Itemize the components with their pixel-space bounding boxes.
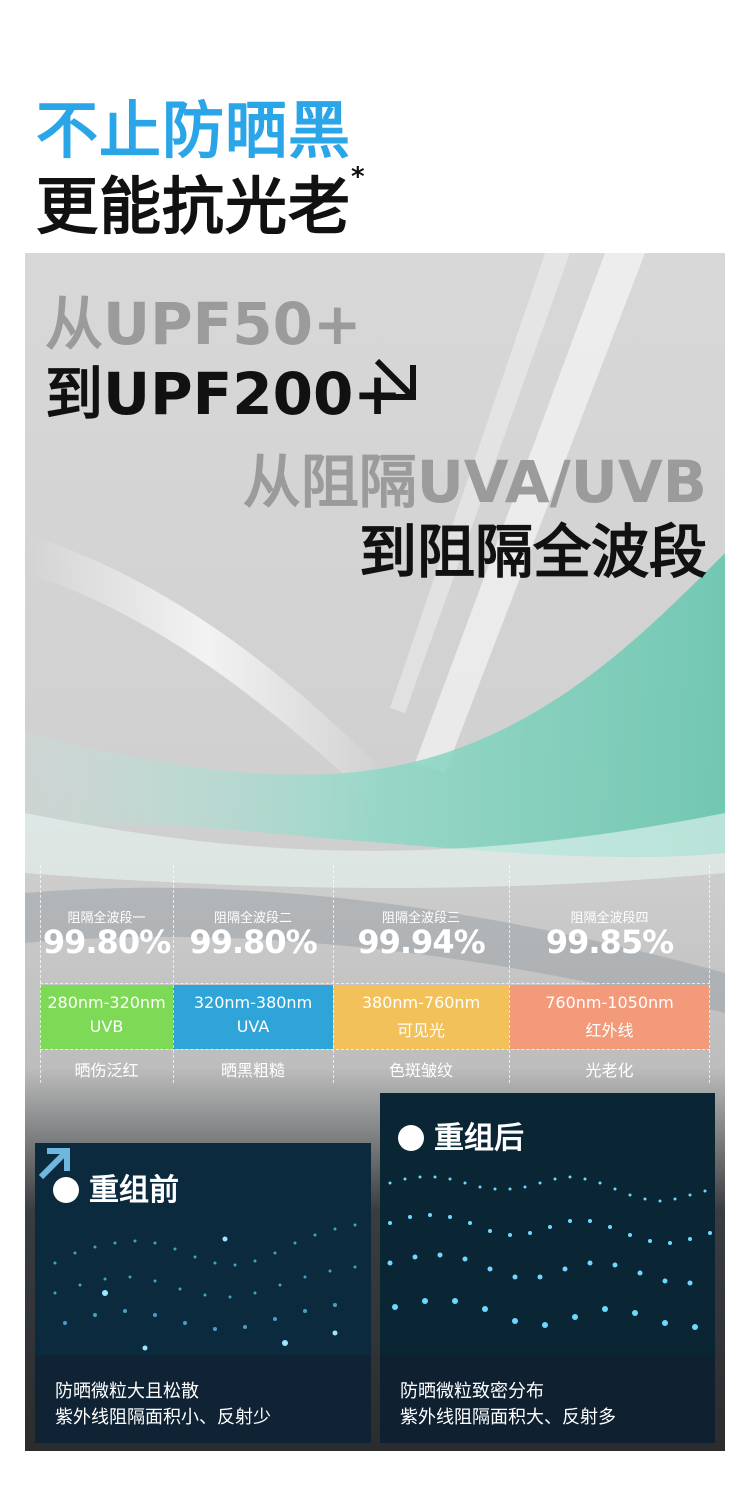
wave-from-text: 从阻隔UVA/UVB bbox=[242, 448, 707, 516]
before-title: 重组前 bbox=[53, 1165, 179, 1209]
headline-primary: 不止防晒黑 bbox=[36, 94, 352, 167]
headline-secondary: 更能抗光老* bbox=[36, 156, 366, 246]
band-label: 阻隔全波段二 bbox=[213, 911, 292, 926]
headline-secondary-text: 更能抗光老 bbox=[36, 170, 352, 243]
band-color-uvb bbox=[40, 985, 173, 1049]
upf-from-text: 从UPF50+ bbox=[45, 290, 362, 358]
footnote-mark: * bbox=[351, 162, 366, 192]
band-label: 阻隔全波段四 bbox=[570, 911, 649, 926]
after-title-text: 重组后 bbox=[434, 1121, 524, 1156]
after-caption-line-1: 防晒微粒致密分布 bbox=[400, 1381, 544, 1402]
arrow-up-right-icon bbox=[38, 1148, 70, 1180]
after-caption: 防晒微粒致密分布 紫外线阻隔面积大、反射多 bbox=[380, 1355, 715, 1443]
divider bbox=[709, 865, 710, 1083]
band-percent: 99.85% bbox=[545, 923, 674, 961]
band-color-uva bbox=[173, 985, 333, 1049]
band-range: 380nm-760nm bbox=[361, 993, 481, 1012]
bullet-dot-icon bbox=[398, 1125, 424, 1151]
divider bbox=[173, 865, 174, 1083]
arrow-down-right-icon bbox=[374, 358, 416, 400]
band-uva: 阻隔全波段二 99.80% 320nm-380nm UVA 晒黑粗糙 bbox=[173, 865, 333, 1083]
before-caption: 防晒微粒大且松散 紫外线阻隔面积小、反射少 bbox=[35, 1355, 371, 1443]
after-title: 重组后 bbox=[398, 1113, 524, 1157]
fabric-panel: 从UPF50+ 到UPF200+ 从阻隔UVA/UVB 到阻隔全波段 阻隔全波段… bbox=[25, 253, 725, 1451]
band-infrared: 阻隔全波段四 99.85% 760nm-1050nm 红外线 光老化 bbox=[509, 865, 710, 1083]
upf-to-text: 到UPF200+ bbox=[45, 360, 402, 428]
divider bbox=[333, 865, 334, 1083]
band-range: 760nm-1050nm bbox=[545, 993, 674, 1012]
band-color-infrared bbox=[509, 985, 710, 1049]
band-effect: 晒伤泛红 bbox=[74, 1061, 139, 1080]
bullet-dot-icon bbox=[53, 1177, 79, 1203]
band-label: 阻隔全波段三 bbox=[381, 911, 460, 926]
band-uvb: 阻隔全波段一 99.80% 280nm-320nm UVB 晒伤泛红 bbox=[40, 865, 173, 1083]
before-title-text: 重组前 bbox=[89, 1173, 179, 1208]
band-percent: 99.94% bbox=[357, 923, 485, 961]
divider bbox=[40, 1049, 710, 1050]
band-range: 320nm-380nm bbox=[193, 993, 313, 1012]
before-caption-line-1: 防晒微粒大且松散 bbox=[55, 1381, 199, 1402]
before-card: 重组前 防晒微粒大且松散 紫外线阻隔面积小、反射少 bbox=[35, 1143, 371, 1443]
band-name: UVA bbox=[236, 1017, 270, 1036]
band-effect: 色斑皱纹 bbox=[388, 1061, 453, 1080]
band-table: 阻隔全波段一 99.80% 280nm-320nm UVB 晒伤泛红 阻隔全波段… bbox=[40, 865, 710, 1083]
band-name: 可见光 bbox=[396, 1021, 445, 1040]
wave-to-text: 到阻隔全波段 bbox=[358, 518, 707, 586]
after-caption-line-2: 紫外线阻隔面积大、反射多 bbox=[400, 1407, 616, 1428]
after-card: 重组后 防晒微粒致密分布 紫外线阻隔面积大、反射多 bbox=[380, 1093, 715, 1443]
band-percent: 99.80% bbox=[42, 923, 171, 961]
divider bbox=[509, 865, 510, 1083]
band-name: 红外线 bbox=[585, 1021, 634, 1040]
band-name: UVB bbox=[89, 1017, 124, 1036]
band-percent: 99.80% bbox=[189, 923, 317, 961]
band-range: 280nm-320nm bbox=[47, 993, 166, 1012]
band-color-visible bbox=[333, 985, 509, 1049]
before-caption-line-2: 紫外线阻隔面积小、反射少 bbox=[55, 1407, 271, 1428]
divider bbox=[40, 865, 41, 1083]
band-label: 阻隔全波段一 bbox=[67, 911, 146, 926]
band-visible: 阻隔全波段三 99.94% 380nm-760nm 可见光 色斑皱纹 bbox=[333, 865, 509, 1083]
divider bbox=[40, 983, 710, 984]
band-effect: 光老化 bbox=[585, 1061, 634, 1080]
band-effect: 晒黑粗糙 bbox=[220, 1061, 285, 1080]
